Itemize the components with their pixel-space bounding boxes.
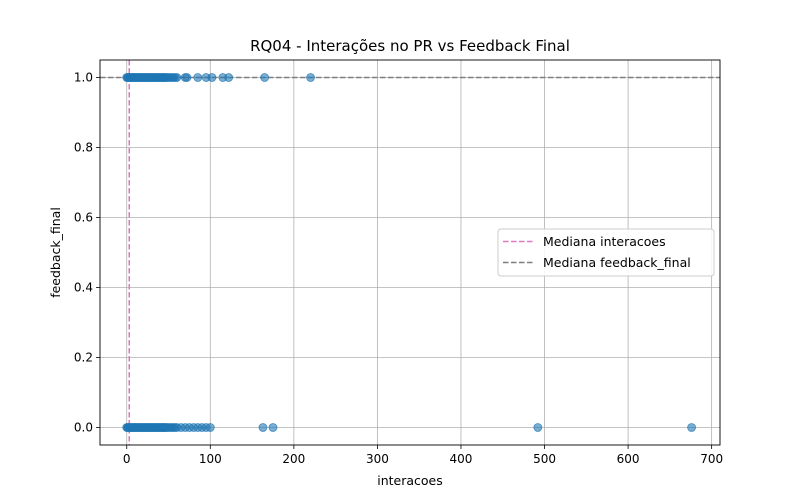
scatter-point: [193, 73, 203, 82]
scatter-point: [687, 423, 696, 432]
legend-label-median-feedback: Mediana feedback_final: [543, 255, 691, 270]
y-axis-label: feedback_final: [48, 207, 63, 298]
scatter-point: [260, 73, 270, 82]
data-points: [122, 73, 696, 432]
x-tick-label: 500: [533, 452, 556, 466]
y-tick-label: 0.2: [74, 351, 93, 365]
y-tick-label: 0.8: [74, 141, 93, 155]
scatter-point: [207, 73, 217, 82]
chart-title: RQ04 - Interações no PR vs Feedback Fina…: [250, 37, 570, 55]
y-tick-label: 1.0: [74, 71, 93, 85]
reference-lines: [100, 60, 720, 445]
plot-frame: [99, 59, 721, 446]
y-tick-label: 0.0: [74, 421, 93, 435]
x-tick-label: 600: [617, 452, 640, 466]
scatter-point: [182, 73, 192, 82]
scatter-point: [205, 423, 215, 432]
legend-box: [497, 228, 715, 277]
x-tick-label: 700: [700, 452, 723, 466]
legend: Mediana interacoes Mediana feedback_fina…: [497, 228, 715, 277]
scatter-point: [172, 73, 182, 82]
x-tick-label: 100: [199, 452, 222, 466]
axis-ticks: 0 100 200 300 400 500 600 700 0.0 0.2 0.4 0.6 0.8 1.0: [74, 71, 723, 467]
y-tick-label: 0.4: [74, 281, 93, 295]
x-tick-label: 400: [450, 452, 473, 466]
x-tick-label: 200: [282, 452, 305, 466]
x-axis-label: interacoes: [377, 473, 443, 488]
x-tick-label: 0: [123, 452, 131, 466]
y-tick-label: 0.6: [74, 211, 93, 225]
scatter-point: [268, 423, 278, 432]
scatter-point: [306, 73, 315, 82]
scatter-point: [224, 73, 234, 82]
legend-label-median-interacoes: Mediana interacoes: [543, 234, 666, 249]
x-tick-label: 300: [366, 452, 389, 466]
scatter-point: [258, 423, 268, 432]
scatter-point: [533, 423, 543, 432]
